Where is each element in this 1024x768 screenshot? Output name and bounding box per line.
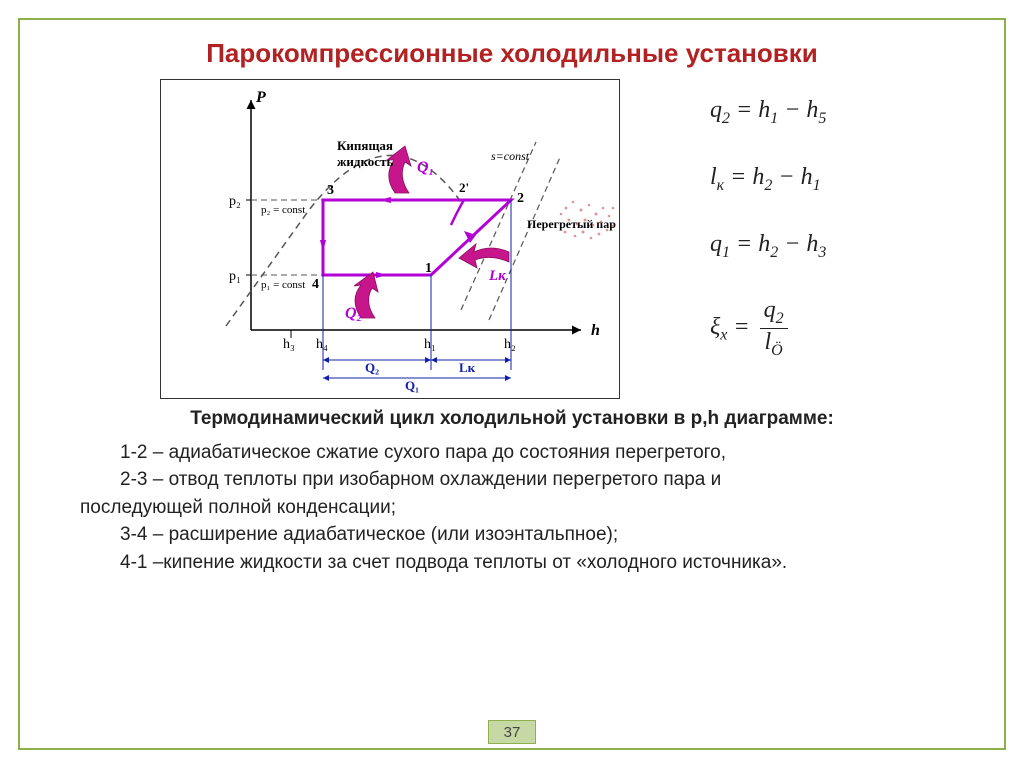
y-label: P [255,89,266,106]
boiling-label-1: Кипящая [337,138,393,153]
caption-title: Термодинамический цикл холодильной устан… [80,405,944,433]
dim-lk-label: Lк [459,360,476,375]
isentrope-1 [461,142,536,310]
eq-q2: q2 = h1 − h5 [710,97,964,128]
caption-block: Термодинамический цикл холодильной устан… [20,399,1004,576]
pt2-label: 2 [517,191,524,206]
equations-column: q2 = h1 − h5 lк = h2 − h1 q1 = h2 − h3 ξ… [620,79,964,399]
dir-3to2 [379,197,391,203]
caption-l2b: последующей полной конденсации; [80,494,944,522]
x-label: h [591,322,600,339]
p1-label: p₁ [229,269,241,284]
cycle-path [323,200,511,275]
boiling-label-2: жидкость [337,154,393,169]
h4-label: h₄ [316,337,328,352]
saturation-dome [226,155,461,326]
dim-q2-label: Q₂ [365,360,379,375]
ph-diagram-svg: h P p₁ p₂ p₂ = const p₁ = const s=const [161,80,621,400]
caption-l1: 1-2 – адиабатическое сжатие сухого пара … [120,439,944,467]
caption-l2a: 2-3 – отвод теплоты при изобарном охлажд… [120,466,944,494]
slide-frame: Парокомпрессионные холодильные установки [18,18,1006,750]
lk-arrow [459,244,509,268]
caption-l3: 3-4 – расширение адиабатическое (или изо… [120,521,944,549]
content-row: h P p₁ p₂ p₂ = const p₁ = const s=const [20,69,1004,399]
dir-4to1 [376,272,388,278]
q1-label: Q₁ [417,159,434,176]
dir-3to4 [320,240,326,252]
caption-l4: 4-1 –кипение жидкости за счет подвода те… [120,549,944,577]
dim-q1-label: Q₁ [405,378,419,393]
page-title: Парокомпрессионные холодильные установки [20,38,1004,69]
page-number: 37 [488,720,536,744]
h2-label: h₂ [504,337,516,352]
eq-q1: q1 = h2 − h3 [710,231,964,262]
pt3-label: 3 [327,183,334,198]
q2-label: Q₂ [345,305,362,322]
h3-label: h₃ [283,337,295,352]
eq-xi: ξx = q2 lÖ [710,297,964,360]
p2-label: p₂ [229,194,241,209]
eq-lk: lк = h2 − h1 [710,164,964,195]
p1const-label: p₁ = const [261,279,305,291]
h1-label: h₁ [424,337,436,352]
p2const-label: p₂ = const [261,204,305,216]
pt1-label: 1 [425,261,432,276]
cycle-2prime-arc [451,200,464,225]
ph-diagram: h P p₁ p₂ p₂ = const p₁ = const s=const [160,79,620,399]
superheated-label: Перегретый пар [527,217,616,231]
sconst-label: s=const [491,149,530,163]
pt4-label: 4 [312,277,319,292]
lk-label: Lк [488,268,506,284]
pt2p-label: 2' [459,180,469,195]
isentrope-2 [489,155,561,320]
